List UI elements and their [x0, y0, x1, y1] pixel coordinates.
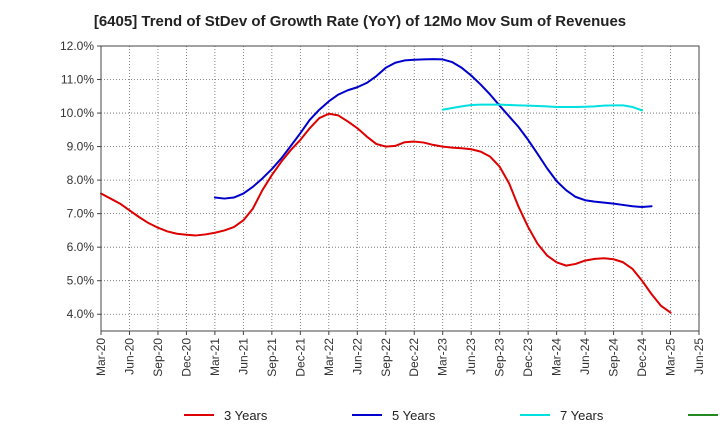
x-tick-label: Mar-25 [664, 338, 678, 376]
y-tick-label: 10.0% [60, 106, 94, 120]
x-tick-label: Dec-23 [521, 338, 535, 377]
y-axis: 4.0% 5.0% 6.0% 7.0% 8.0% 9.0% 10.0% 11.0% 12.0% [60, 39, 101, 321]
x-tick-label: Jun-21 [236, 338, 250, 375]
y-tick-label: 5.0% [67, 274, 95, 288]
x-tick-label: Dec-21 [293, 338, 307, 377]
x-tick-label: Sep-22 [379, 338, 393, 377]
y-tick-label: 11.0% [61, 73, 94, 87]
x-tick-label: Mar-24 [550, 338, 564, 376]
series-line-7-years [441, 103, 644, 112]
x-tick-label: Sep-23 [493, 338, 507, 377]
x-tick-label: Mar-23 [436, 338, 450, 376]
x-tick-label: Mar-21 [208, 338, 222, 376]
x-tick-label: Sep-24 [607, 338, 621, 377]
y-tick-label: 7.0% [67, 207, 95, 221]
series-line-5-years [213, 58, 653, 208]
legend-label: 5 Years [392, 408, 436, 423]
y-tick-label: 9.0% [67, 140, 95, 154]
x-tick-label: Jun-25 [692, 338, 706, 375]
y-tick-label: 8.0% [67, 173, 95, 187]
x-tick-label: Dec-24 [635, 338, 649, 377]
chart-title: [6405] Trend of StDev of Growth Rate (Yo… [93, 13, 627, 30]
y-tick-label: 4.0% [67, 307, 95, 321]
x-tick-label: Mar-20 [94, 338, 108, 376]
series-line-3-years [100, 112, 672, 314]
x-tick-label: Jun-20 [122, 338, 136, 375]
x-tick-label: Sep-20 [151, 338, 165, 377]
x-tick-label: Mar-22 [322, 338, 336, 376]
x-tick-label: Jun-23 [464, 338, 478, 375]
x-tick-label: Dec-20 [179, 338, 193, 377]
plot-background [101, 46, 699, 331]
x-tick-label: Sep-21 [265, 338, 279, 377]
x-axis: Mar-20 Jun-20 Sep-20 Dec-20 Mar-21 Jun-21 Sep-… [94, 331, 706, 377]
x-tick-label: Jun-22 [350, 338, 364, 375]
legend-label: 7 Years [560, 408, 604, 423]
series-layer [100, 58, 672, 314]
y-tick-label: 12.0% [60, 39, 94, 53]
y-tick-label: 6.0% [67, 240, 95, 254]
legend-label: 3 Years [224, 408, 268, 423]
x-tick-label: Jun-24 [578, 338, 592, 375]
plot-border [100, 45, 700, 332]
x-tick-label: Dec-22 [407, 338, 421, 377]
grid-layer [100, 45, 700, 331]
